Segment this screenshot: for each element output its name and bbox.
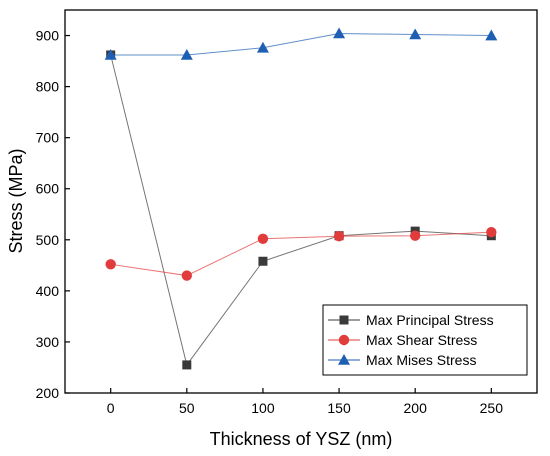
legend-label: Max Principal Stress <box>366 312 494 328</box>
x-tick-label: 100 <box>251 400 275 416</box>
x-tick-label: 250 <box>480 400 504 416</box>
data-point <box>409 28 422 40</box>
y-axis-ticks: 200 300 400 500 600 700 800 900 <box>36 28 70 401</box>
data-point <box>333 231 345 242</box>
series-line <box>110 231 492 277</box>
y-tick-label: 600 <box>36 181 60 197</box>
x-tick-label: 0 <box>107 400 115 416</box>
series-line <box>110 32 492 56</box>
x-tick-label: 200 <box>404 400 428 416</box>
data-point <box>256 41 269 53</box>
x-axis-title: Thickness of YSZ (nm) <box>210 429 393 449</box>
data-point <box>181 270 193 281</box>
series-layer <box>104 27 498 370</box>
y-tick-label: 700 <box>36 130 60 146</box>
x-axis-ticks: 0 50 100 150 200 250 <box>107 388 503 416</box>
y-tick-label: 900 <box>36 28 60 44</box>
y-tick-label: 500 <box>36 232 60 248</box>
y-tick-label: 200 <box>36 385 60 401</box>
data-point <box>182 360 192 370</box>
legend-marker <box>338 354 350 365</box>
y-axis-title: Stress (MPa) <box>6 148 26 253</box>
data-point <box>409 230 421 241</box>
data-point <box>180 48 193 60</box>
series-3 <box>104 27 498 60</box>
x-tick-label: 150 <box>327 400 351 416</box>
data-point <box>333 27 346 39</box>
series-line <box>110 54 492 367</box>
data-point <box>485 29 498 41</box>
y-tick-label: 800 <box>36 79 60 95</box>
data-point <box>257 233 269 244</box>
data-point <box>258 256 268 266</box>
data-point <box>104 48 117 60</box>
data-point <box>105 259 116 270</box>
series-2 <box>105 226 497 281</box>
legend-label: Max Mises Stress <box>366 352 476 368</box>
data-point <box>486 226 497 238</box>
y-tick-label: 400 <box>36 283 60 299</box>
y-tick-label: 300 <box>36 334 60 350</box>
legend-marker <box>338 334 350 346</box>
legend-marker <box>339 315 349 325</box>
legend-label: Max Shear Stress <box>366 332 477 348</box>
x-tick-label: 50 <box>179 400 195 416</box>
plot-frame <box>64 9 538 394</box>
legend: Max Principal Stress Max Shear Stress Max … <box>322 304 528 376</box>
